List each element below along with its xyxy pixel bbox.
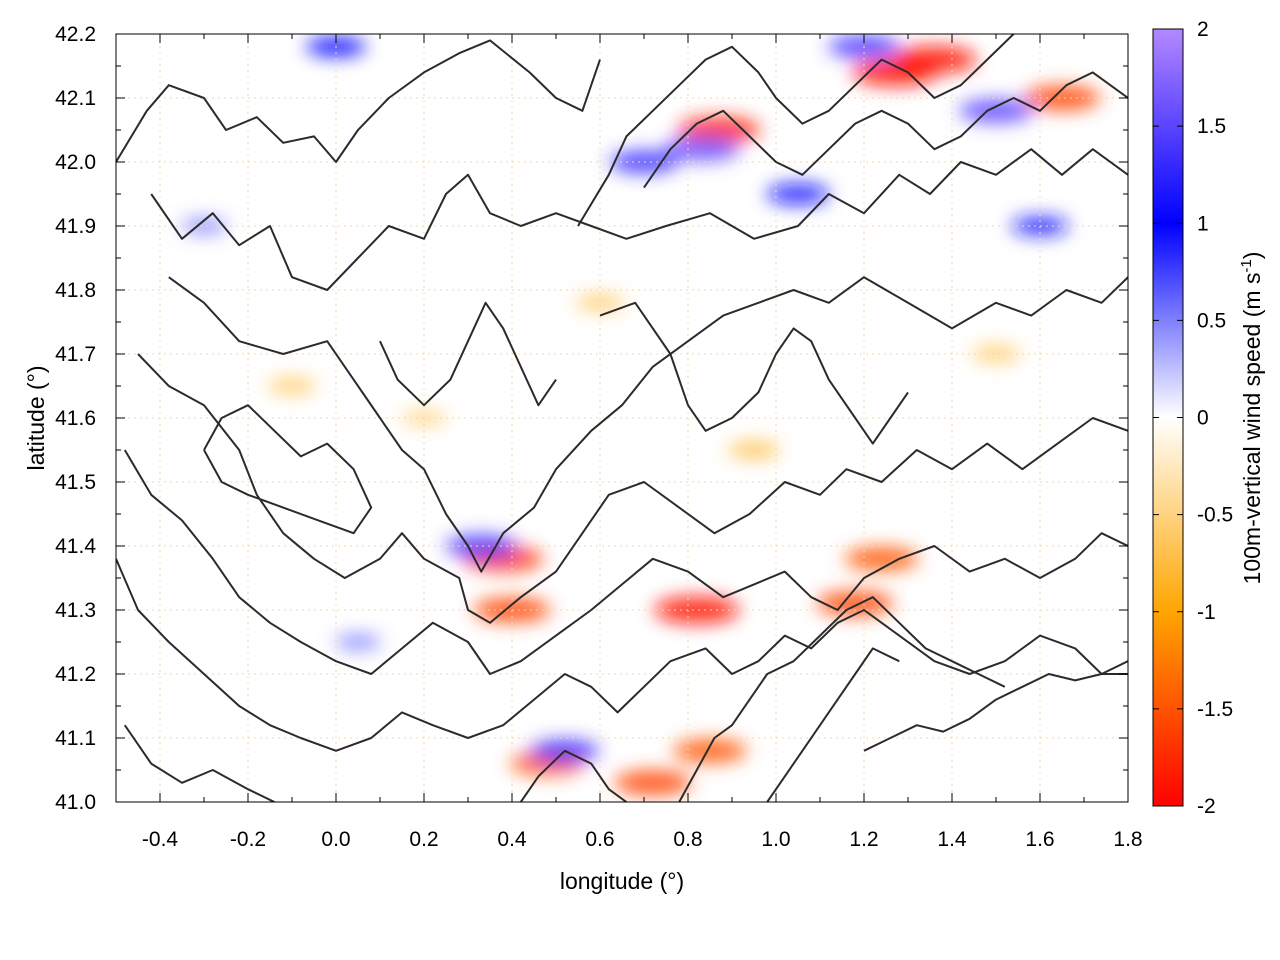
x-tick-label: 0.8 <box>673 828 702 851</box>
y-tick-label: 41.6 <box>55 407 96 430</box>
x-tick-label: 0.4 <box>497 828 527 851</box>
x-tick-label: 1.0 <box>761 828 790 851</box>
contour-line <box>599 301 909 445</box>
colorbar-ticks <box>1153 28 1183 807</box>
x-tick-label: 0.6 <box>585 828 614 851</box>
colorbar-tick-label: -1.5 <box>1197 698 1233 721</box>
contour-line <box>123 724 275 802</box>
heatmap-cell <box>1023 85 1101 111</box>
colorbar-tick-label: 1 <box>1197 212 1209 235</box>
contour-line <box>863 673 1128 752</box>
heatmap-cell <box>614 770 692 796</box>
y-tick-label: 42.0 <box>55 151 96 174</box>
y-tick-labels: 41.0 41.1 41.2 41.3 41.4 41.5 41.6 41.7 41.8 41.9… <box>55 23 96 814</box>
x-tick-label: -0.4 <box>142 828 179 851</box>
heatmap-cell <box>816 591 894 616</box>
x-tick-label: -0.2 <box>230 828 266 851</box>
y-tick-label: 41.1 <box>55 727 96 750</box>
heatmap-field <box>181 35 1101 796</box>
y-tick-label: 41.0 <box>55 791 96 814</box>
heatmap-cell <box>335 634 381 650</box>
x-tick-label: 1.4 <box>937 828 967 851</box>
heatmap-cell <box>575 294 625 312</box>
colorbar-tick-label: 0.5 <box>1197 309 1226 332</box>
contours <box>116 34 1128 802</box>
colorbar-tick-labels: 2 1.5 1 0.5 0 -0.5 -1 -1.5 -2 <box>1197 18 1233 818</box>
y-tick-label: 41.9 <box>55 215 96 238</box>
x-tick-label: 1.8 <box>1113 828 1142 851</box>
colorbar-tick-label: 0 <box>1197 407 1209 430</box>
y-tick-label: 41.8 <box>55 279 96 302</box>
contour-line <box>116 558 1128 752</box>
colorbar-title-main: 100m-vertical wind speed (m s <box>1239 273 1265 585</box>
heatmap-cell <box>728 441 780 459</box>
x-tick-label: 0.0 <box>321 828 350 851</box>
contour-line <box>379 301 557 407</box>
heatmap-cell <box>662 136 740 162</box>
y-tick-label: 41.7 <box>55 343 96 366</box>
contour-line <box>137 353 1128 624</box>
axis-ticks <box>116 33 1129 803</box>
y-tick-label: 42.1 <box>55 87 96 110</box>
colorbar-tick-label: -0.5 <box>1197 504 1233 527</box>
heatmap-cell <box>654 596 740 624</box>
contour-line <box>519 749 627 802</box>
x-axis-title: longitude (°) <box>560 868 684 894</box>
contour-line <box>168 276 1128 573</box>
colorbar-tick-label: 2 <box>1197 18 1209 41</box>
contour-line <box>123 449 1128 675</box>
colorbar-title-end: ) <box>1239 252 1265 260</box>
contour-line <box>577 34 1015 227</box>
colorbar-title-sup: -1 <box>1238 259 1255 272</box>
colorbar-title: 100m-vertical wind speed (m s-1) <box>1238 252 1265 585</box>
y-tick-label: 41.2 <box>55 663 96 686</box>
colorbar-tick-label: -2 <box>1197 795 1216 818</box>
x-tick-labels: -0.4 -0.2 0.0 0.2 0.4 0.6 0.8 1.0 1.2 1.4 1.6 1.8 <box>142 828 1143 851</box>
contour-line <box>150 148 1128 291</box>
colorbar-tick-label: 1.5 <box>1197 115 1226 138</box>
contour-line <box>643 71 1128 189</box>
contour-line <box>203 404 373 535</box>
y-tick-label: 41.4 <box>55 535 96 558</box>
heatmap-cell <box>891 46 978 74</box>
y-tick-label: 41.5 <box>55 471 96 494</box>
heatmap-cell <box>267 377 317 395</box>
y-tick-label: 42.2 <box>55 23 96 46</box>
x-tick-label: 1.6 <box>1025 828 1054 851</box>
x-tick-label: 0.2 <box>409 828 438 851</box>
colorbar-tick-label: -1 <box>1197 601 1216 624</box>
heatmap-cell <box>766 183 830 205</box>
heatmap-cell <box>971 345 1021 363</box>
x-tick-label: 1.2 <box>849 828 878 851</box>
heatmap-cell <box>673 738 747 763</box>
contour-line <box>116 39 601 163</box>
contour-line <box>678 596 1006 802</box>
heatmap-cell <box>844 546 919 571</box>
contour-line <box>766 647 900 802</box>
y-tick-label: 41.3 <box>55 599 96 622</box>
heatmap-cell <box>959 98 1033 123</box>
y-axis-title: latitude (°) <box>23 365 49 470</box>
